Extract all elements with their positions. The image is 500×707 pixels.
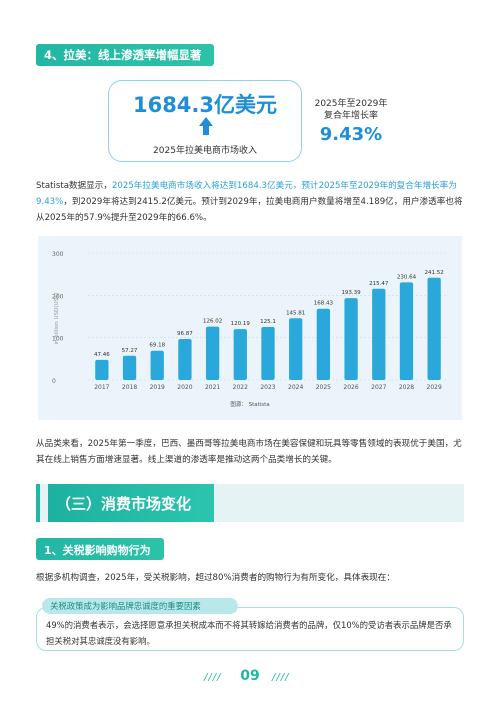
bar (150, 350, 164, 380)
y-tick-label: 300 (52, 251, 64, 258)
paragraph-part2: ，到2029年将达到2415.2亿美元。预计到2029年，拉美电商用户数量将增至… (36, 197, 463, 223)
paragraph-statista: Statista数据显示，2025年拉美电商市场收入将达到1684.3亿美元，预… (36, 178, 464, 226)
bar-value-label: 168.43 (314, 301, 334, 307)
x-tick-label: 2025 (316, 384, 331, 391)
bar (95, 359, 109, 380)
y-tick-label: 0 (52, 378, 56, 385)
bar-value-label: 125.1 (260, 319, 276, 325)
paragraph-part1: Statista数据显示， (36, 181, 112, 191)
arrow-stem (203, 125, 209, 135)
bar-value-label: 230.64 (397, 274, 417, 280)
cagr-label-line2: 复合年增长率 (323, 111, 378, 121)
bar (344, 298, 358, 380)
bar (316, 308, 331, 380)
bar-value-label: 193.39 (341, 290, 361, 296)
paragraph-survey: 根据多机构调查，2025年，受关税影响，超过80%消费者的购物行为有所变化，具体… (36, 573, 395, 583)
bar-value-label: 69.18 (149, 343, 165, 349)
section-4-heading: 4、拉美：线上渗透率增幅显著 (36, 44, 214, 66)
footer-right-decoration: //// (272, 672, 290, 683)
x-tick-label: 2029 (427, 384, 442, 391)
paragraph-highlight: 2025年拉美电商市场收入将达到1684.3亿美元，预计2025年至2029年的… (36, 181, 457, 207)
x-tick-label: 2024 (288, 384, 303, 391)
bar (178, 338, 192, 380)
revenue-value: 1684.3亿美元 (132, 93, 278, 117)
paragraph-category: 从品类来看，2025年第一季度，巴西、墨西哥等拉美电商市场在美容保健和玩具等零售… (36, 439, 462, 465)
bar-value-label: 241.52 (425, 270, 444, 276)
x-tick-label: 2028 (399, 384, 414, 391)
bar (205, 326, 220, 380)
cagr-label: 2025年至2029年 复合年增长率 (306, 98, 396, 122)
callout-box (36, 607, 464, 651)
x-tick-label: 2022 (233, 384, 248, 391)
bar-value-label: 120.19 (231, 321, 251, 327)
callout-text: 49%的消费者表示，会选择愿意承担关税成本而不将其转嫁给消费者的品牌，仅10%的… (46, 620, 452, 646)
x-tick-label: 2019 (150, 384, 165, 391)
bar (427, 277, 441, 380)
callout-tag: 关税政策成为影响品牌忠诚度的重要因素 (42, 598, 238, 614)
x-tick-label: 2021 (205, 384, 220, 391)
y-axis-label: in billion USD(US$) (54, 292, 60, 344)
footer-left-decoration: //// (204, 672, 222, 683)
bar (122, 355, 137, 380)
x-tick-label: 2026 (343, 384, 358, 391)
revenue-bar-chart: 0 100 200 300 in billion USD(US$) 47.46 2017 57… (38, 236, 462, 420)
section-3-title: （三）消费市场变化 (48, 484, 214, 522)
x-tick-label: 2020 (177, 384, 192, 391)
bar (372, 288, 386, 380)
bar (261, 327, 275, 380)
revenue-kpi-box: 1684.3亿美元 2025年拉美电商市场收入 (108, 80, 302, 162)
y-tick-label: 100 (52, 336, 64, 343)
page-number: 09 (240, 668, 260, 684)
revenue-label: 2025年拉美电商市场收入 (153, 146, 257, 156)
chart-svg: 0 100 200 300 in billion USD(US$) 47.46 2017 57… (52, 251, 448, 408)
cagr-label-line1: 2025年至2029年 (314, 99, 388, 109)
bar-value-label: 96.87 (177, 331, 193, 337)
bar-value-label: 215.47 (369, 281, 389, 287)
section-3-band-accent (36, 484, 40, 522)
bar-value-label: 145.81 (286, 310, 305, 316)
y-tick-label: 200 (52, 293, 64, 300)
section-3-1-heading: 1、关税影响购物行为 (36, 538, 164, 560)
x-tick-label: 2027 (371, 384, 386, 391)
bar (399, 282, 414, 380)
bar (289, 318, 303, 380)
bar-value-label: 47.46 (94, 352, 110, 358)
x-tick-label: 2018 (122, 384, 137, 391)
arrow-up-icon (199, 117, 213, 126)
x-tick-label: 2023 (260, 384, 275, 391)
bar-value-label: 126.02 (203, 319, 222, 325)
bar-value-label: 57.27 (122, 348, 138, 354)
cagr-value: 9.43% (319, 124, 383, 145)
chart-source: 图源： Statista (230, 400, 269, 408)
bar (233, 329, 247, 380)
x-tick-label: 2017 (94, 384, 109, 391)
